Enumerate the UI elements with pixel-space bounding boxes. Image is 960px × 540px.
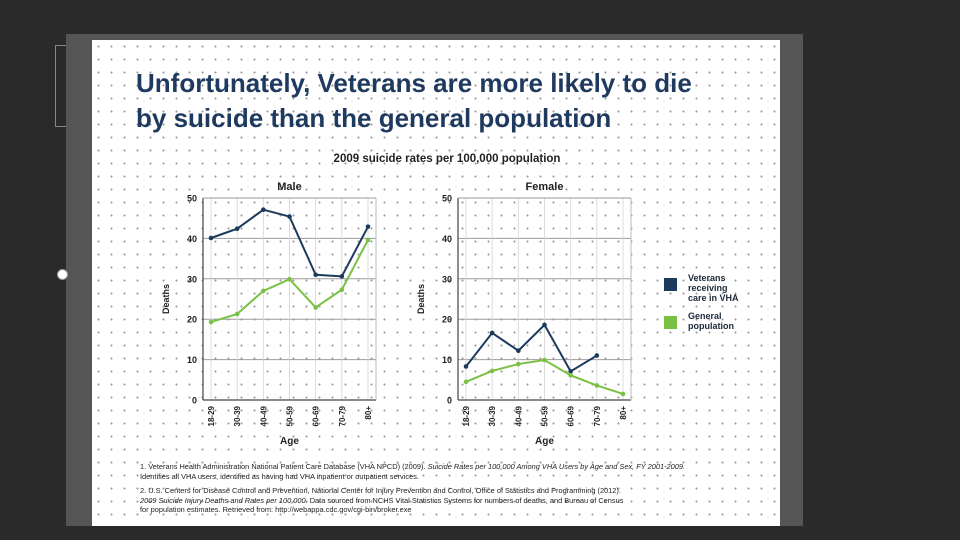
footnotes: 1. Veterans Health Administration Nation… [140,462,700,520]
y-tick-label-female-50: 50 [442,194,452,204]
data-point-male-general-70-79 [339,287,345,293]
data-point-male-veterans-30-39 [234,226,240,232]
data-point-male-veterans-60-69 [313,272,318,278]
y-tick-label-female-40: 40 [442,234,452,244]
y-axis-label-male: Deaths [161,284,171,314]
data-point-female-general-50-59 [542,357,547,363]
y-tick-label-male-40: 40 [187,234,197,244]
data-point-male-general-40-49 [261,288,266,294]
data-point-male-general-30-39 [234,311,240,317]
x-tick-label-female-18-29: 18-29 [462,405,471,426]
data-point-female-general-70-79 [594,383,600,388]
data-point-female-veterans-30-39 [489,330,495,336]
x-tick-label-male-60-69: 60-69 [312,405,321,426]
data-point-male-veterans-18-29 [208,235,214,241]
y-tick-label-female-20: 20 [442,315,452,325]
footnote-2-italic: 2009 Suicide Injury Deaths and Rates per… [140,495,308,505]
legend-label-line: population [688,321,734,331]
y-tick-label-male-10: 10 [187,355,197,365]
legend-label-line: General [688,311,722,321]
x-tick-label-female-50-59: 50-59 [541,405,550,426]
data-point-female-general-18-29 [463,379,469,385]
y-axis-label-female: Deaths [416,284,426,314]
x-axis-label-female: Age [535,436,554,447]
data-point-male-veterans-50-59 [287,214,292,219]
footnote-1-text-2: Identifies all VHA users, identified as … [140,471,419,481]
footnote-2-text: 2. U.S. Centers for Disease Control and … [140,486,621,496]
legend-label-general: General population [688,311,734,331]
x-tick-label-male-50-59: 50-59 [286,405,295,426]
data-point-female-general-30-39 [489,368,495,374]
data-point-male-veterans-80+ [365,224,371,229]
footnote-1-text: 1. Veterans Health Administration Nation… [140,462,426,471]
x-tick-label-female-70-79: 70-79 [593,405,602,426]
data-point-female-veterans-50-59 [542,322,547,328]
data-point-male-veterans-40-49 [261,207,266,213]
y-tick-label-male-20: 20 [187,315,197,325]
legend-swatch-veterans [664,278,677,291]
legend-label-line: care in VHA [688,293,739,303]
legend-label-line: receiving [688,283,728,293]
data-point-male-veterans-70-79 [339,274,345,279]
data-point-female-veterans-18-29 [463,364,469,369]
y-tick-label-male-0: 0 [192,396,197,406]
footnote-2-text-2: Data sourced from NCHS Vital Statistics … [309,495,624,505]
x-tick-label-male-70-79: 70-79 [338,405,347,426]
y-tick-label-male-50: 50 [187,194,197,204]
series-line-female-veterans [465,323,598,373]
slide-title-line-2: by suicide than the general population [136,103,612,133]
data-point-female-veterans-70-79 [594,353,600,358]
x-tick-label-female-30-39: 30-39 [488,405,497,426]
chart-title: 2009 suicide rates per 100,000 populatio… [334,153,561,165]
slide-thumbnail-frame [55,45,68,127]
resize-handle[interactable] [57,269,68,280]
x-tick-label-female-40-49: 40-49 [514,405,523,426]
data-point-male-general-18-29 [208,319,214,325]
slide-title-line-1: Unfortunately, Veterans are more likely … [136,68,692,98]
x-tick-label-female-80+: 80+ [619,406,628,420]
data-point-male-general-80+ [365,237,371,243]
legend-swatch-general [664,316,677,329]
y-tick-label-female-10: 10 [442,355,452,365]
x-tick-label-male-18-29: 18-29 [207,405,216,426]
x-tick-label-female-60-69: 60-69 [567,405,576,426]
data-point-male-general-50-59 [287,276,292,282]
slide-title: Unfortunately, Veterans are more likely … [136,66,776,136]
y-tick-label-male-30: 30 [187,274,197,284]
panel-title-male: Male [277,181,301,193]
data-point-female-general-80+ [620,391,626,397]
data-point-female-veterans-60-69 [568,369,573,374]
footnote-2: 2. U.S. Centers for Disease Control and … [140,486,700,515]
legend-label-veterans: Veterans receiving care in VHA [688,273,739,303]
data-point-male-general-60-69 [313,305,318,310]
x-tick-label-male-40-49: 40-49 [259,405,268,426]
footnote-1: 1. Veterans Health Administration Nation… [140,462,700,481]
data-point-female-general-60-69 [568,373,573,378]
x-axis-label-male: Age [280,436,299,447]
data-point-female-veterans-40-49 [516,348,521,354]
y-tick-label-female-0: 0 [447,396,452,406]
footnote-2-text-3: for population estimates. Retrieved from… [140,505,412,515]
x-tick-label-male-80+: 80+ [364,406,373,420]
footnote-1-italic: Suicide Rates per 100,000 Among VHA User… [427,462,686,471]
data-point-female-general-40-49 [516,361,521,367]
legend-label-line: Veterans [688,273,726,283]
x-tick-label-male-30-39: 30-39 [233,405,242,426]
y-tick-label-female-30: 30 [442,274,452,284]
panel-title-female: Female [526,181,564,193]
